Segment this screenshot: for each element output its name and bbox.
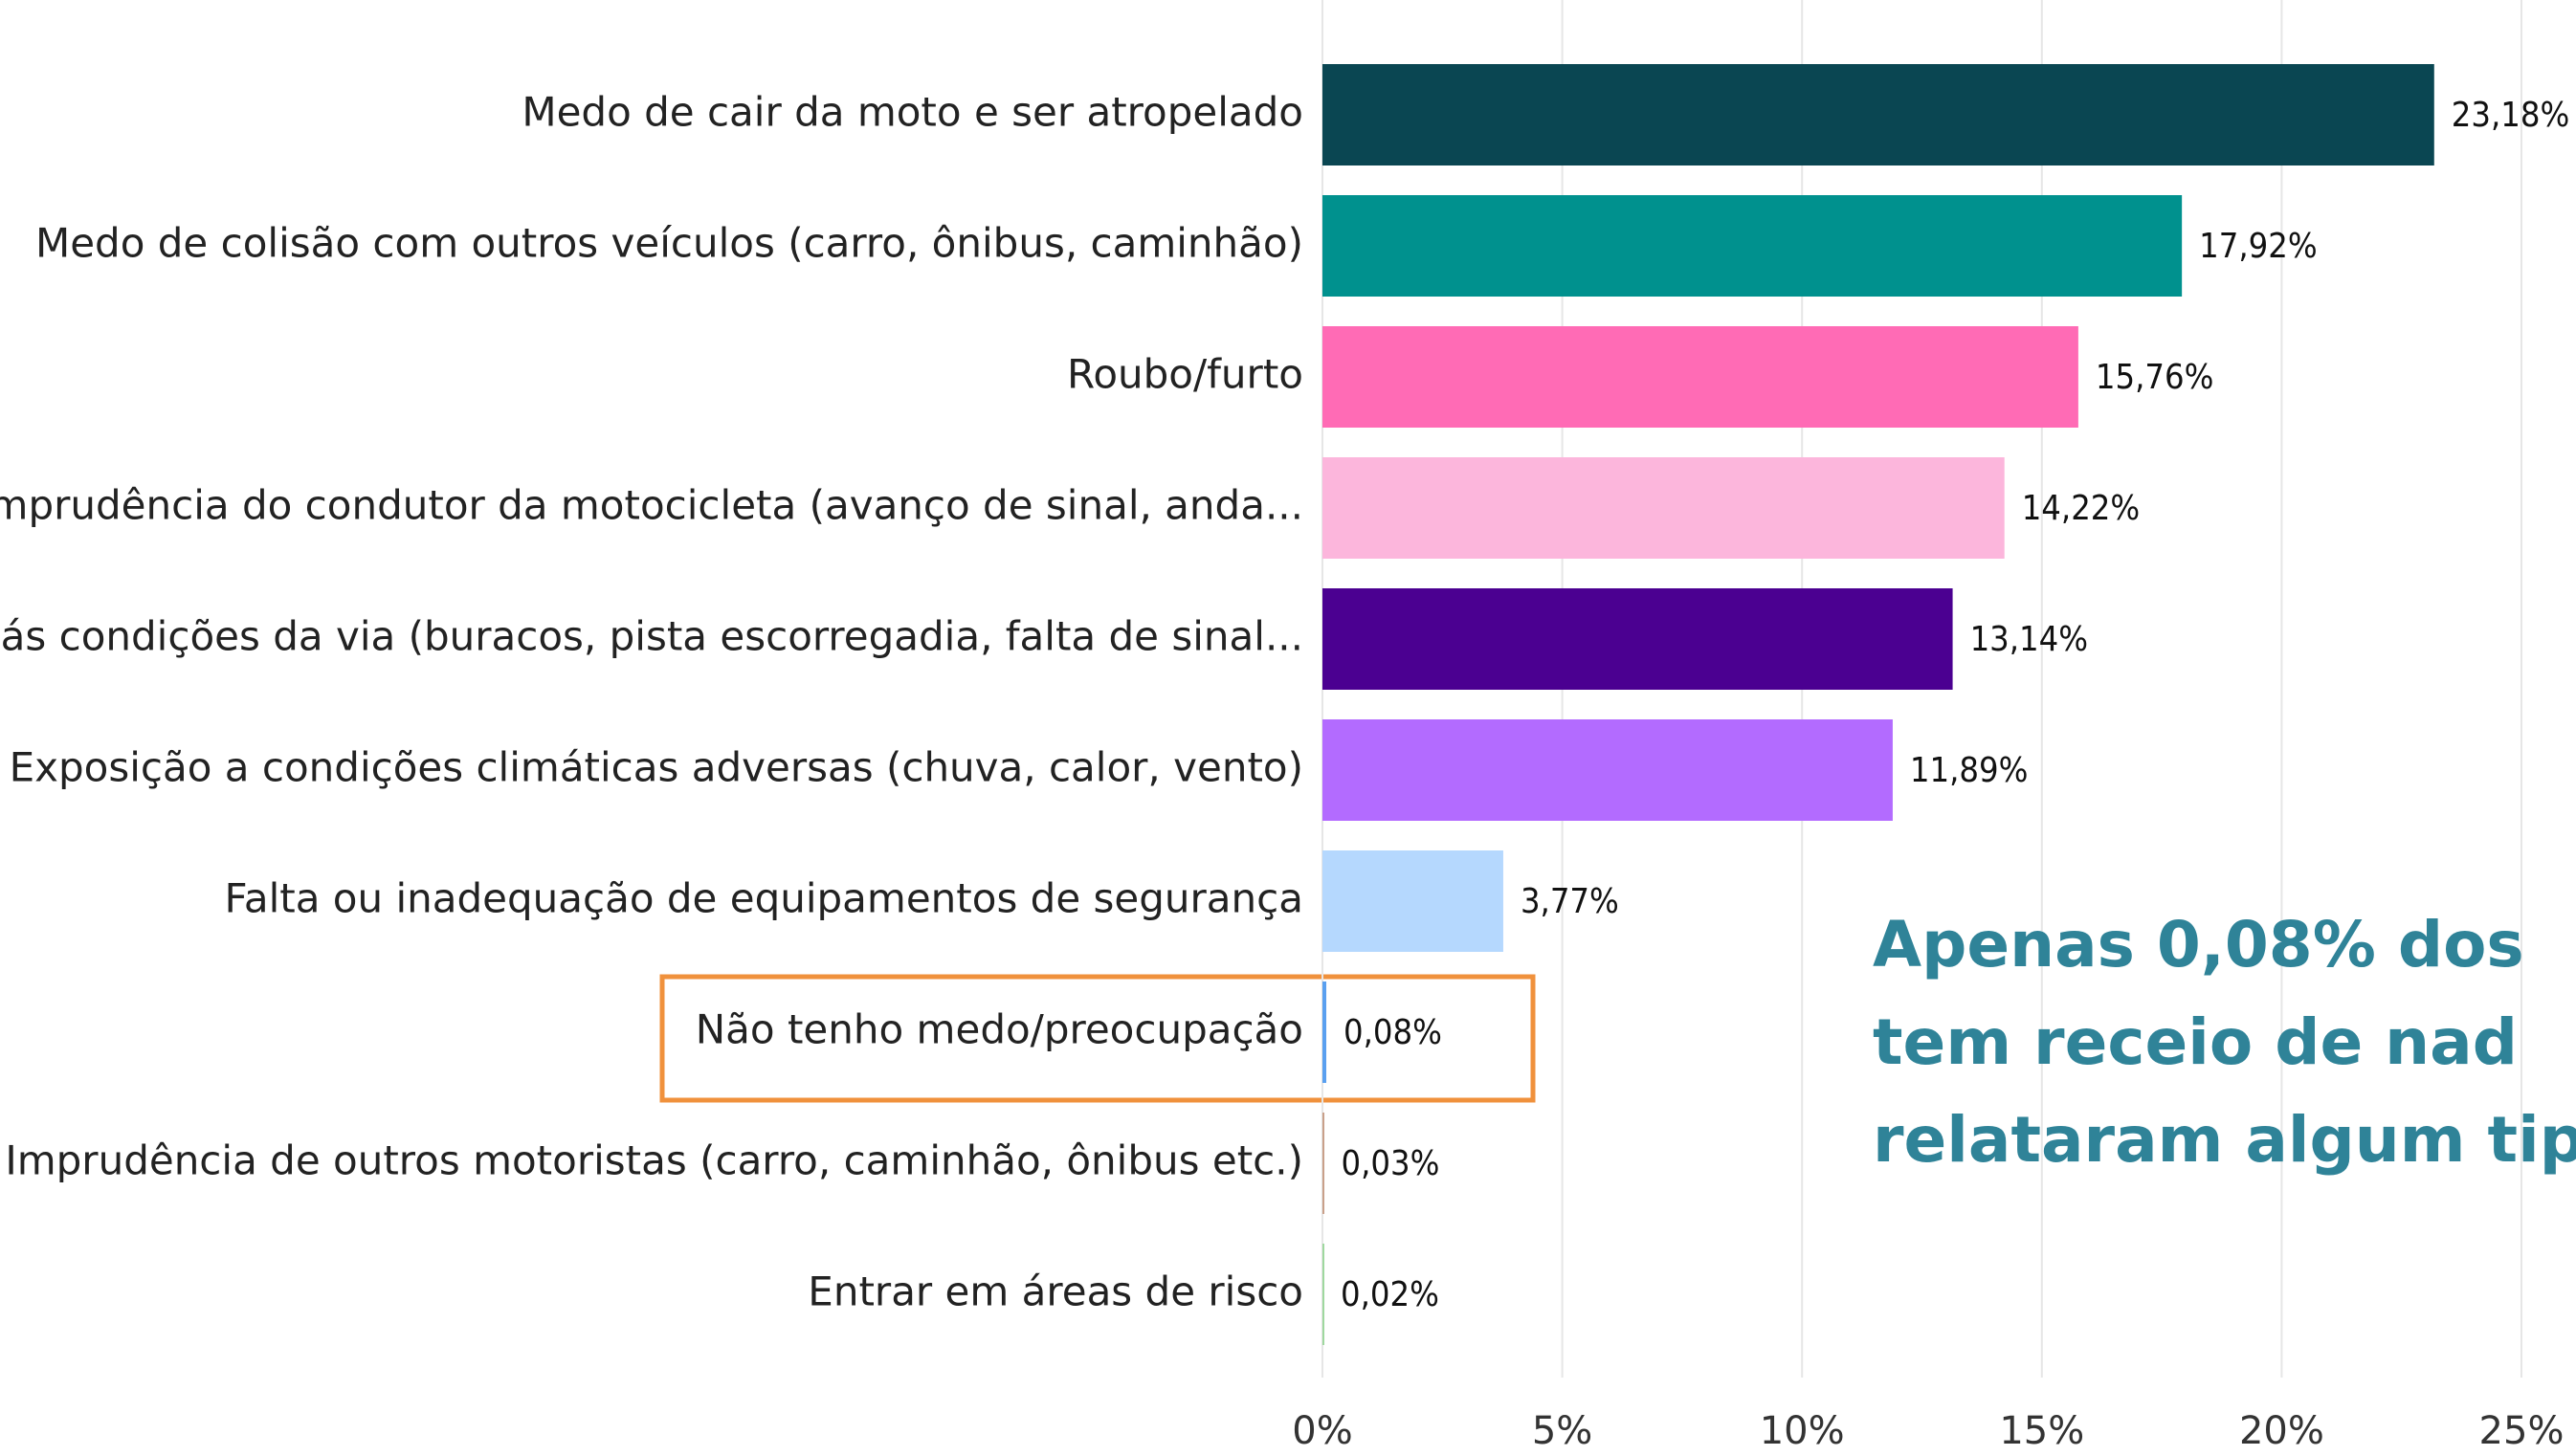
category-label: Imprudência do condutor da motocicleta (… [0, 482, 1303, 529]
value-label: 3,77% [1521, 882, 1619, 921]
x-tick-label: 20% [2239, 1409, 2324, 1453]
category-label: Roubo/furto [1067, 351, 1303, 398]
x-tick-label: 25% [2479, 1409, 2565, 1453]
annotation: relataram algum tip [1873, 1103, 2576, 1177]
annotation: Apenas 0,08% dos [1873, 908, 2524, 982]
value-label: 15,76% [2096, 358, 2213, 397]
category-label: Imprudência de outros motoristas (carro,… [5, 1137, 1303, 1184]
bar [1322, 326, 2078, 428]
x-tick-label: 5% [1532, 1409, 1592, 1453]
bar [1322, 457, 2005, 559]
bar [1322, 982, 1327, 1083]
bar [1322, 1113, 1324, 1214]
highlight-box [659, 974, 1536, 1103]
bar [1322, 1244, 1324, 1345]
category-label: Entrar em áreas de risco [808, 1268, 1303, 1315]
x-tick-label: 15% [1999, 1409, 2084, 1453]
category-label: Más condições da via (buracos, pista esc… [0, 613, 1303, 660]
value-label: 0,08% [1344, 1013, 1442, 1052]
x-tick-label: 0% [1292, 1409, 1352, 1453]
bar [1322, 588, 1953, 690]
value-label: 0,02% [1341, 1275, 1439, 1314]
bar [1322, 719, 1893, 821]
value-label: 17,92% [2199, 227, 2317, 266]
category-label: Falta ou inadequação de equipamentos de … [225, 875, 1303, 922]
value-label: 0,03% [1342, 1144, 1440, 1183]
bar [1322, 64, 2434, 165]
value-label: 14,22% [2022, 489, 2140, 528]
category-label: Medo de colisão com outros veículos (car… [35, 220, 1303, 267]
category-label: Medo de cair da moto e ser atropelado [522, 89, 1303, 136]
value-label: 13,14% [1970, 620, 2088, 659]
category-label: Não tenho medo/preocupação [696, 1006, 1303, 1053]
bar [1322, 850, 1503, 952]
category-label: Exposição a condições climáticas adversa… [10, 744, 1303, 791]
bar [1322, 195, 2183, 297]
value-label: 11,89% [1910, 751, 2028, 790]
value-label: 23,18% [2452, 96, 2569, 135]
x-tick-label: 10% [1760, 1409, 1845, 1453]
annotation: tem receio de nad [1873, 1005, 2518, 1079]
